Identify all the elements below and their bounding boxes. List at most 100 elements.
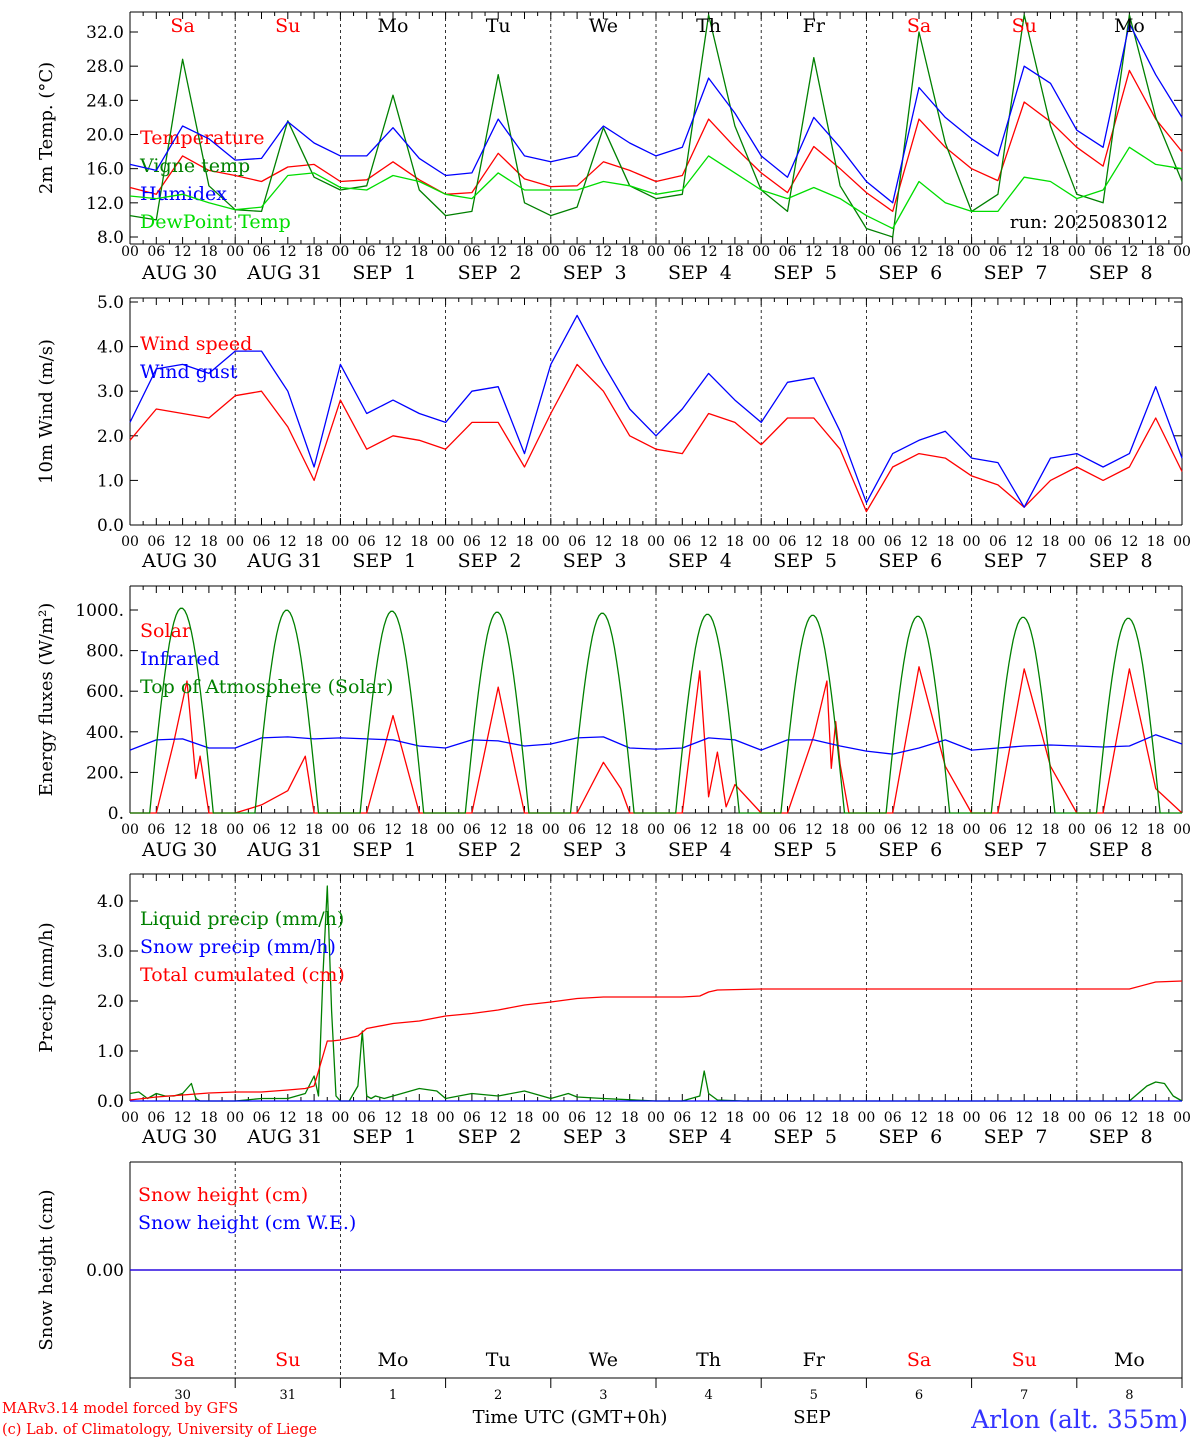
hour-label: 18	[305, 1110, 323, 1126]
energy-ytick-label: 200.	[86, 763, 124, 783]
hour-label: 06	[253, 244, 271, 260]
hour-label: 12	[279, 534, 297, 550]
temp-ytick-label: 20.0	[86, 126, 124, 146]
date-label: SEP 2	[458, 1126, 522, 1148]
date-label: SEP 4	[668, 839, 732, 861]
hour-label: 06	[989, 244, 1007, 260]
hour-label: 18	[726, 1110, 744, 1126]
hour-label: 18	[1147, 1110, 1165, 1126]
hour-label: 12	[805, 244, 823, 260]
snow-day-name: We	[589, 1349, 618, 1371]
day-number-label: 6	[915, 1388, 923, 1403]
snow-day-name: Th	[696, 1349, 721, 1371]
hour-label: 12	[279, 1110, 297, 1126]
day-number-label: 31	[280, 1388, 297, 1403]
hour-label: 06	[779, 822, 797, 838]
temp-legend-entry: Vigne temp	[139, 155, 250, 177]
hour-label: 06	[673, 244, 691, 260]
hour-label: 18	[831, 822, 849, 838]
footer-group: MARv3.14 model forced by GFS (c) Lab. of…	[2, 1401, 1188, 1438]
date-label: AUG 30	[141, 1126, 217, 1148]
wind-ytick-label: 3.0	[97, 382, 124, 402]
date-label: AUG 30	[141, 839, 217, 861]
energy-ytick-label: 400.	[86, 723, 124, 743]
date-label: SEP 6	[878, 262, 942, 284]
hour-label: 12	[384, 244, 402, 260]
model-credit-line1: MARv3.14 model forced by GFS	[2, 1401, 238, 1417]
hour-label: 00	[647, 244, 665, 260]
temp-day-name: Sa	[907, 15, 931, 37]
date-label: SEP 1	[352, 1126, 416, 1148]
hour-label: 06	[463, 1110, 481, 1126]
temp-panel: 8.0 12.0 16.0 20.0 24.0 28.0 32.0 2m Temp. (°C)…	[36, 11, 1191, 284]
date-label: SEP 7	[984, 262, 1048, 284]
hour-label: 00	[437, 822, 455, 838]
hour-label: 18	[305, 822, 323, 838]
hour-label: 18	[200, 534, 218, 550]
hour-label: 06	[147, 244, 165, 260]
precip-ylabel: Precip (mm/h)	[36, 922, 57, 1052]
hour-label: 00	[857, 534, 875, 550]
day-number-label: 5	[810, 1388, 818, 1403]
hour-label: 18	[200, 822, 218, 838]
date-label: SEP 1	[352, 839, 416, 861]
snow-day-name: Fr	[803, 1349, 826, 1371]
hour-label: 18	[621, 1110, 639, 1126]
hour-label: 00	[331, 534, 349, 550]
hour-label: 12	[279, 244, 297, 260]
hour-label: 06	[673, 534, 691, 550]
date-label: SEP 6	[878, 550, 942, 572]
hour-label: 00	[647, 1110, 665, 1126]
hour-label: 06	[358, 822, 376, 838]
hour-label: 06	[253, 1110, 271, 1126]
snow-panel: 0.00 Snow height (cm) Snow height (cm) Snow…	[36, 1161, 1183, 1403]
date-label: SEP 4	[668, 1126, 732, 1148]
precip-ytick-label: 0.0	[97, 1092, 124, 1112]
hour-label: 06	[884, 244, 902, 260]
hour-label: 18	[726, 822, 744, 838]
day-number-label: 7	[1020, 1388, 1028, 1403]
hour-label: 18	[305, 534, 323, 550]
hour-label: 12	[910, 534, 928, 550]
precip-ytick-label: 3.0	[97, 942, 124, 962]
hour-label: 12	[384, 534, 402, 550]
hour-label: 12	[805, 822, 823, 838]
hour-label: 00	[647, 822, 665, 838]
hour-label: 00	[647, 534, 665, 550]
date-label: SEP 5	[773, 1126, 837, 1148]
temp-ytick-label: 8.0	[97, 228, 124, 248]
hour-label: 06	[673, 1110, 691, 1126]
hour-label: 06	[989, 822, 1007, 838]
hour-label: 00	[226, 822, 244, 838]
date-label: SEP 5	[773, 839, 837, 861]
hour-label: 12	[174, 244, 192, 260]
hour-label: 12	[1015, 534, 1033, 550]
panels-group: 8.012.016.020.024.028.032.02m Temp. (°C)…	[36, 11, 1191, 1403]
temp-day-name: Fr	[803, 15, 826, 37]
hour-label: 00	[752, 822, 770, 838]
hour-label: 12	[594, 1110, 612, 1126]
hour-label: 06	[147, 1110, 165, 1126]
hour-label: 06	[1094, 822, 1112, 838]
hour-label: 12	[805, 1110, 823, 1126]
hour-label: 12	[1120, 534, 1138, 550]
hour-label: 06	[358, 534, 376, 550]
hour-label: 06	[568, 1110, 586, 1126]
hour-label: 12	[700, 244, 718, 260]
temp-ytick-label: 24.0	[86, 91, 124, 111]
hour-label: 18	[1147, 534, 1165, 550]
precip-panel: 0.0 1.0 2.0 3.0 4.0 Precip (mm/h) Liquid preci…	[36, 873, 1191, 1148]
hour-label: 18	[410, 534, 428, 550]
temp-series-vigne-temp	[129, 14, 1183, 238]
hour-label: 06	[358, 1110, 376, 1126]
precip-ytick-label: 1.0	[97, 1042, 124, 1062]
hour-label: 06	[989, 1110, 1007, 1126]
hour-label: 18	[1147, 822, 1165, 838]
hour-label: 18	[516, 244, 534, 260]
hour-label: 00	[857, 822, 875, 838]
temp-series-temperature	[129, 69, 1183, 213]
